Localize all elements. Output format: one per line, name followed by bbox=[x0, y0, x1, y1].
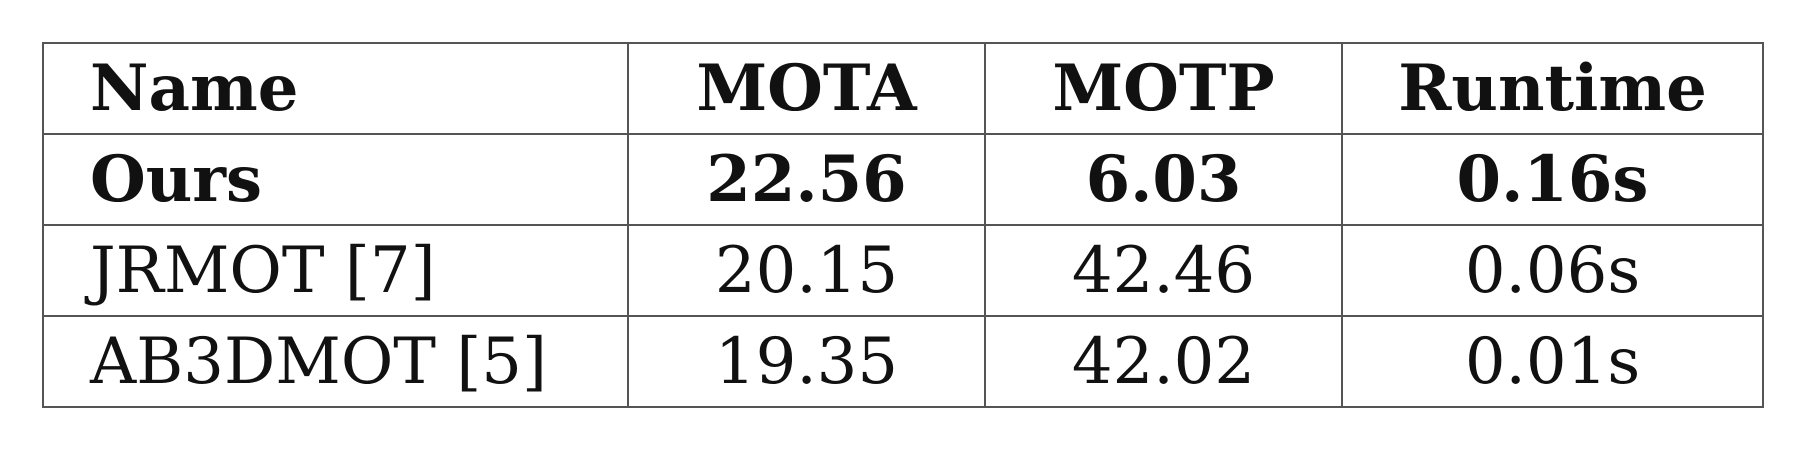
table-row: JRMOT [7] 20.15 42.46 0.06s bbox=[42, 224, 1764, 317]
header-mota: MOTA bbox=[627, 42, 986, 135]
cell-runtime: 0.16s bbox=[1341, 133, 1764, 226]
cell-mota: 19.35 bbox=[627, 315, 986, 408]
results-table: Name MOTA MOTP Runtime Ours 22.56 6.03 0… bbox=[42, 42, 1764, 408]
cell-motp: 42.02 bbox=[984, 315, 1343, 408]
cell-name: Ours bbox=[42, 133, 629, 226]
cell-runtime: 0.01s bbox=[1341, 315, 1764, 408]
cell-name: JRMOT [7] bbox=[42, 224, 629, 317]
cell-motp: 6.03 bbox=[984, 133, 1343, 226]
table-row: Ours 22.56 6.03 0.16s bbox=[42, 133, 1764, 226]
cell-mota: 22.56 bbox=[627, 133, 986, 226]
header-runtime: Runtime bbox=[1341, 42, 1764, 135]
cell-runtime: 0.06s bbox=[1341, 224, 1764, 317]
header-name: Name bbox=[42, 42, 629, 135]
cell-mota: 20.15 bbox=[627, 224, 986, 317]
header-motp: MOTP bbox=[984, 42, 1343, 135]
header-row: Name MOTA MOTP Runtime bbox=[42, 42, 1764, 135]
cell-motp: 42.46 bbox=[984, 224, 1343, 317]
table-row: AB3DMOT [5] 19.35 42.02 0.01s bbox=[42, 315, 1764, 408]
cell-name: AB3DMOT [5] bbox=[42, 315, 629, 408]
